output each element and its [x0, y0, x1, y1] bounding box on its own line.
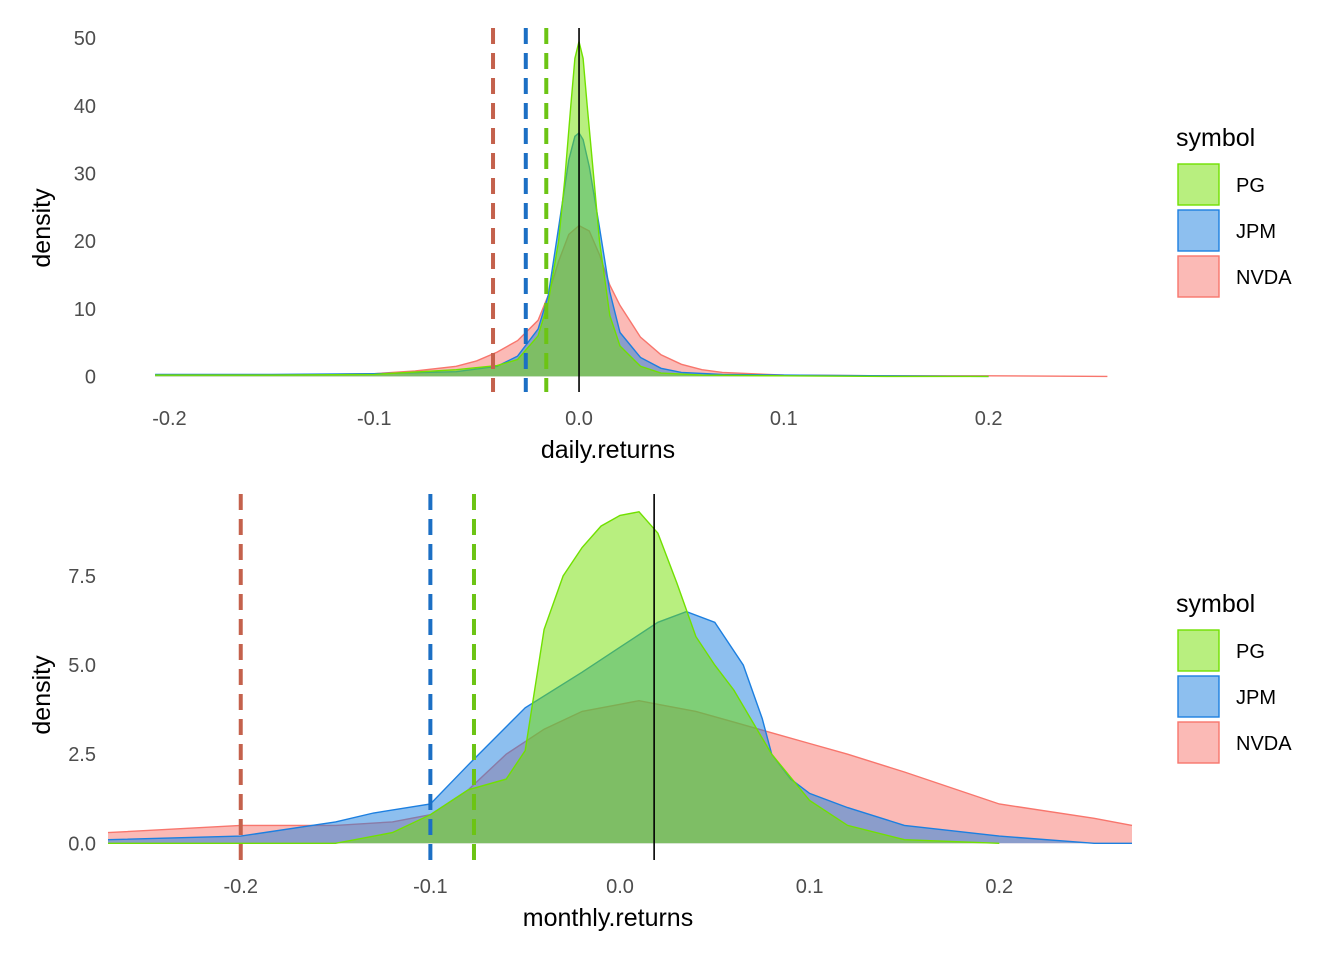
y-tick-label: 50: [74, 28, 96, 50]
legend-title: symbol: [1176, 590, 1255, 618]
legend-key-jpm: [1177, 675, 1220, 718]
legend-key-nvda: [1177, 255, 1220, 298]
density-line-jpm: [107, 610, 1132, 844]
x-tick-label: -0.2: [152, 408, 186, 430]
x-tick-label: 0.0: [606, 876, 634, 898]
legend-label-jpm: JPM: [1236, 221, 1276, 243]
y-tick-label: 2.5: [68, 744, 96, 766]
y-tick-label: 20: [74, 231, 96, 253]
x-tick-label: -0.1: [413, 876, 447, 898]
x-tick-label: -0.1: [357, 408, 391, 430]
density-line-pg: [108, 511, 1000, 844]
legend-label-pg: PG: [1236, 175, 1265, 197]
legend-key-pg: [1177, 163, 1220, 206]
legend-title: symbol: [1176, 124, 1255, 152]
legend-label-nvda: NVDA: [1236, 267, 1292, 289]
x-tick-label: 0.2: [985, 876, 1013, 898]
x-tick-label: 0.0: [565, 408, 593, 430]
legend: symbol PG JPM NVDA: [1176, 124, 1292, 298]
y-tick-label: 5.0: [68, 655, 96, 677]
legend: symbol PG JPM NVDA: [1176, 590, 1292, 764]
y-tick-label: 0.0: [68, 833, 96, 855]
x-axis-title: daily.returns: [541, 436, 675, 464]
x-tick-label: 0.1: [796, 876, 824, 898]
y-tick-label: 0: [85, 366, 96, 388]
x-tick-label: 0.2: [975, 408, 1003, 430]
x-axis-title: monthly.returns: [523, 904, 693, 932]
y-tick-label: 40: [74, 96, 96, 118]
y-axis-title: density: [28, 655, 56, 735]
y-tick-label: 30: [74, 163, 96, 185]
chart-panel-1: 0 10 20 30 40 50 -0.2 -0.1 0.0 0.1 0.2 daily.return…: [28, 28, 1292, 464]
legend-label-nvda: NVDA: [1236, 733, 1292, 755]
legend-key-pg: [1177, 629, 1220, 672]
legend-key-jpm: [1177, 209, 1220, 252]
x-tick-label: -0.2: [224, 876, 258, 898]
legend-key-nvda: [1177, 721, 1220, 764]
chart-panel-2: 0.0 2.5 5.0 7.5 -0.2 -0.1 0.0 0.1 0.2 monthly.ret…: [28, 494, 1292, 932]
y-tick-label: 7.5: [68, 566, 96, 588]
legend-label-pg: PG: [1236, 641, 1265, 663]
y-axis-title: density: [28, 188, 56, 268]
legend-label-jpm: JPM: [1236, 687, 1276, 709]
y-tick-label: 10: [74, 299, 96, 321]
density-area-pg: [155, 41, 989, 377]
x-tick-label: 0.1: [770, 408, 798, 430]
